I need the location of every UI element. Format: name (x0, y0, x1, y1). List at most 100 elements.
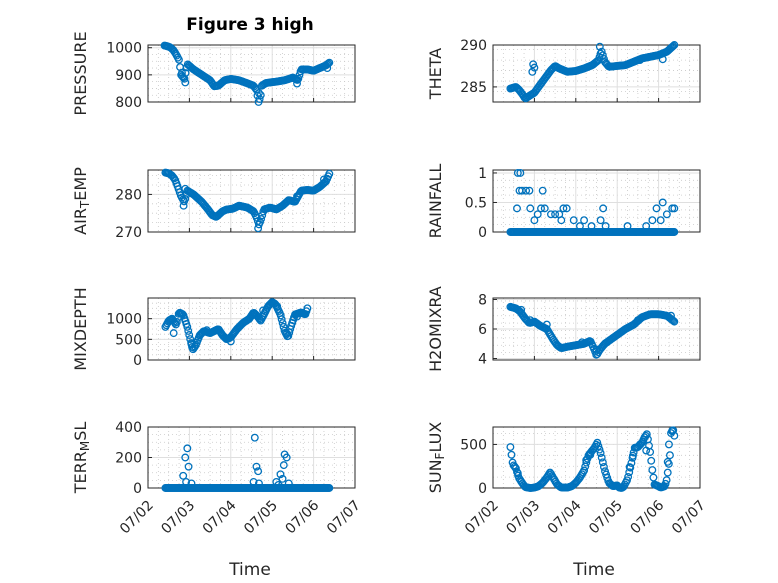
x-tick-label: 07/02 (117, 498, 157, 538)
data-point (648, 216, 657, 225)
y-axis-label: RAINFALL (426, 164, 445, 239)
data-point (177, 68, 186, 77)
data-point (273, 302, 282, 311)
data-point (252, 462, 261, 471)
data-point (658, 198, 667, 207)
data-point (628, 451, 637, 460)
data-point (506, 443, 515, 451)
data-point (183, 322, 192, 331)
data-point (625, 463, 634, 472)
data-point (670, 204, 679, 213)
x-tick-label: 07/06 (283, 497, 323, 537)
data-point (642, 446, 651, 455)
y-tick-label: 4 (478, 352, 487, 368)
data-point (597, 47, 606, 56)
data-point (186, 335, 195, 344)
data-point (259, 306, 268, 315)
data-point (179, 201, 188, 210)
data-point (181, 184, 190, 193)
y-axis-label: SUNFLUX (426, 422, 447, 494)
y-axis-label: AIRTEMP (71, 167, 92, 235)
data-point (277, 315, 286, 324)
axes-border (147, 297, 356, 361)
axes-border (147, 169, 356, 233)
panel-terr-msl: 0 200 400 07/02 07/03 07/04 07/05 07/06 07/07 TER… (71, 420, 364, 537)
data-point (525, 186, 534, 195)
data-point (667, 311, 675, 320)
data-point (282, 329, 291, 338)
data-point (642, 430, 651, 439)
data-point (668, 426, 677, 435)
y-tick-label: 1000 (106, 312, 142, 328)
data-point (538, 186, 547, 195)
data-point (669, 42, 678, 50)
data-point (648, 466, 657, 474)
data-point (593, 438, 602, 447)
data-point (255, 89, 263, 97)
data-point (185, 331, 194, 339)
data-point (174, 55, 183, 64)
y-tick-label: 0 (478, 481, 487, 497)
y-tick-label: 8 (478, 292, 487, 308)
data-point (293, 79, 301, 88)
y-tick-label: 0 (133, 353, 142, 369)
y-tick-label: 285 (460, 80, 487, 96)
data-point (623, 222, 632, 231)
data-point (596, 449, 605, 458)
data-point (587, 222, 596, 231)
data-point (569, 216, 578, 225)
y-tick-label: 280 (115, 187, 142, 203)
axes-box (492, 426, 701, 489)
y-tick-label: 200 (115, 451, 142, 467)
data-point (303, 304, 312, 313)
y-axis-label: MIXDEPTH (71, 287, 90, 370)
panel-air-temp: 270 280 AIRTEMP (71, 167, 356, 241)
data-point (627, 459, 636, 467)
x-tick-label: 07/03 (158, 498, 198, 538)
data-point (274, 481, 283, 489)
data-point (249, 477, 258, 486)
data-point (184, 326, 193, 335)
data-point (625, 468, 634, 477)
data-point (528, 67, 537, 76)
data-point (547, 210, 555, 219)
data-point (646, 448, 655, 456)
data-point (251, 84, 260, 93)
axes-border (147, 44, 356, 103)
data-point (187, 479, 196, 488)
y-tick-label: 500 (460, 437, 487, 453)
data-point (593, 57, 602, 66)
y-tick-label: 0.5 (465, 195, 487, 211)
x-tick-label: 07/06 (628, 497, 668, 537)
data-point (656, 216, 665, 225)
data-point (623, 476, 631, 485)
panel-pressure: 800 900 1000 PRESSURE (71, 31, 356, 116)
data-point (542, 320, 551, 329)
y-tick-label: 270 (115, 225, 142, 241)
data-point (633, 316, 642, 325)
y-axis-label: PRESSURE (71, 31, 90, 115)
data-point (187, 340, 196, 349)
data-point (276, 311, 285, 320)
data-point (562, 204, 571, 213)
data-point (595, 445, 604, 454)
data-point (182, 477, 191, 486)
data-point (279, 461, 288, 470)
data-point (256, 91, 265, 100)
x-tick-label: 07/05 (241, 498, 281, 538)
data-point (582, 458, 591, 467)
data-point (540, 204, 549, 213)
data-point (670, 317, 679, 326)
data-point (642, 222, 651, 231)
data-point (178, 310, 187, 319)
data-point (513, 204, 521, 213)
data-point (636, 56, 644, 65)
data-point (637, 439, 646, 448)
data-point (276, 470, 285, 479)
data-point (513, 169, 522, 177)
data-point (526, 204, 535, 213)
y-tick-label: 800 (115, 95, 142, 111)
data-point (323, 64, 332, 73)
data-point (226, 337, 235, 346)
